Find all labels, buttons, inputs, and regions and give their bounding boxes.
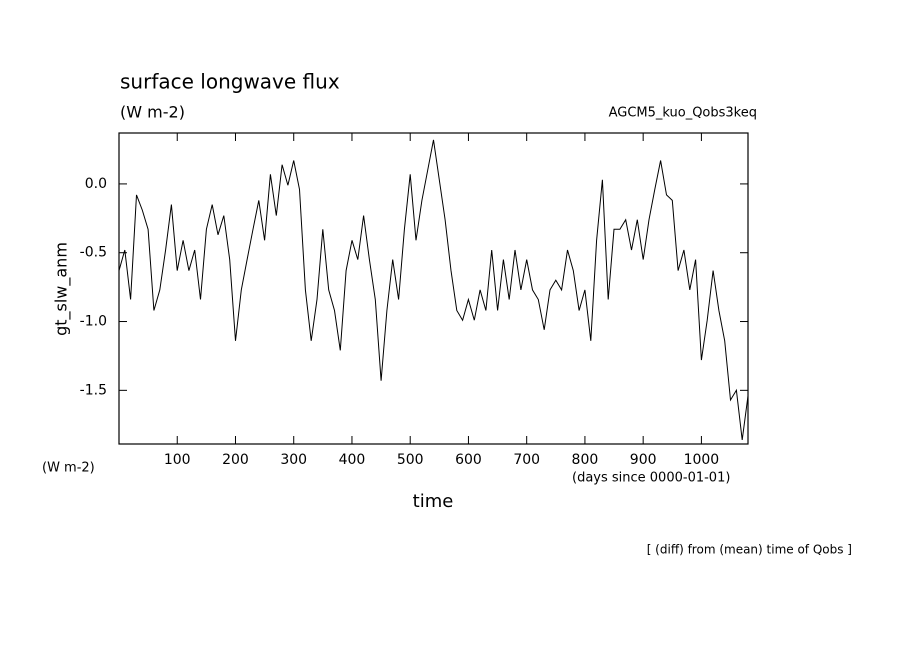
y-tick-label: -0.5 [80, 245, 107, 261]
x-tick-label: 700 [513, 452, 540, 468]
y-tick-label: 0.0 [85, 176, 107, 192]
y-unit: (W m-2) [42, 461, 95, 476]
x-tick-label: 100 [164, 452, 191, 468]
x-tick-label: 600 [455, 452, 482, 468]
chart-subtitle: (W m-2) [120, 103, 185, 122]
data-line [118, 139, 749, 440]
x-tick-label: 500 [397, 452, 424, 468]
x-tick-label: 1000 [684, 452, 720, 468]
y-tick-label: -1.5 [80, 382, 107, 398]
x-tick-label: 300 [280, 452, 307, 468]
x-tick-label: 900 [630, 452, 657, 468]
x-tick-label: 800 [572, 452, 599, 468]
experiment-label: AGCM5_kuo_Qobs3keq [609, 106, 757, 121]
x-tick-label: 200 [222, 452, 249, 468]
x-axis-title: time [413, 491, 454, 512]
plot-frame [118, 132, 749, 445]
y-axis-title: gt_slw_anm [52, 242, 72, 336]
footnote: [ (diff) from (mean) time of Qobs ] [647, 543, 852, 557]
chart-title: surface longwave flux [120, 70, 340, 94]
x-unit: (days since 0000-01-01) [572, 471, 730, 486]
y-tick-label: -1.0 [80, 314, 107, 330]
x-tick-label: 400 [339, 452, 366, 468]
